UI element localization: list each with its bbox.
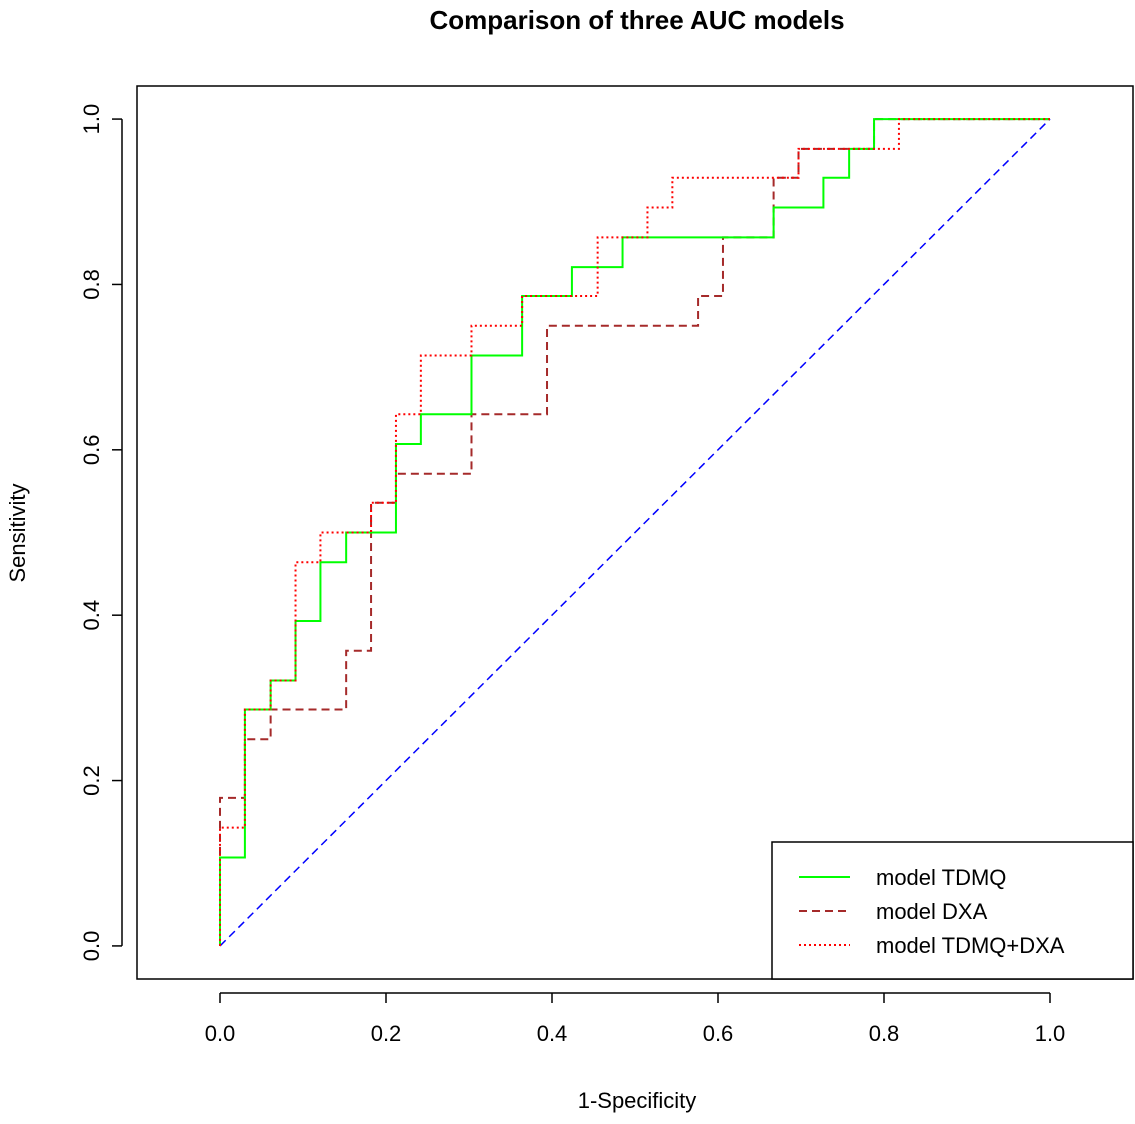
legend-label-model-dxa: model DXA [876,899,988,924]
y-tick-label: 0.4 [79,600,104,631]
series-line-model-tdmq [219,118,1050,946]
series-line-model-dxa [219,118,1050,946]
y-tick-label: 1.0 [79,104,104,135]
x-tick-label: 0.4 [537,1021,568,1046]
y-tick-label: 0.6 [79,435,104,466]
legend-label-model-tdmq: model TDMQ [876,865,1006,890]
y-tick-label: 0.8 [79,269,104,300]
plot-frame [136,85,1134,980]
x-tick-label: 0.2 [371,1021,402,1046]
legend-label-model-tdmq-dxa: model TDMQ+DXA [876,933,1065,958]
y-axis-label: Sensitivity [5,483,30,582]
chart-title: Comparison of three AUC models [429,5,844,35]
legend: model TDMQ model DXA model TDMQ+DXA [771,841,1134,980]
y-tick-label: 0.2 [79,765,104,796]
y-tick-label: 0.0 [79,931,104,962]
reference-diagonal-line [219,118,1051,947]
x-tick-label: 1.0 [1035,1021,1066,1046]
x-tick-label: 0.0 [205,1021,236,1046]
x-tick-label: 0.8 [869,1021,900,1046]
x-tick-label: 0.6 [703,1021,734,1046]
x-axis-label: 1-Specificity [578,1088,697,1113]
plot-area [219,118,1051,947]
series-line-model-tdmq-dxa [219,118,1050,946]
axes: 0.0 0.2 0.4 0.6 0.8 1.0 0.0 0.2 0.4 0.6 0.8 1.0 [79,104,1065,1046]
